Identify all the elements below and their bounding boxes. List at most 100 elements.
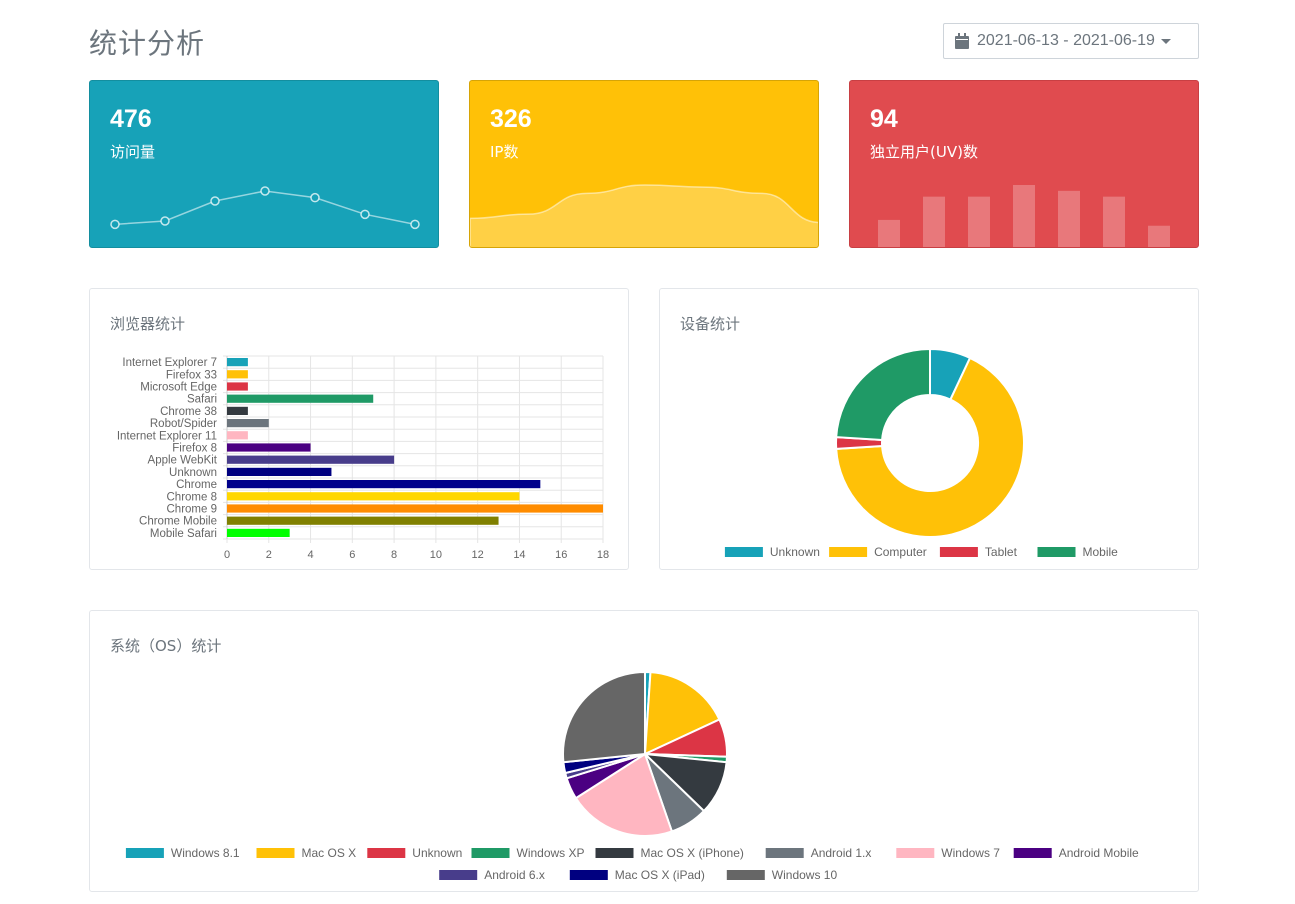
ip-area-chart [470,184,818,247]
category-label: Firefox 33 [166,369,217,381]
calendar-icon [955,33,969,49]
visits-card: 476 访问量 [89,80,439,248]
uv-bar [1013,185,1035,247]
device-stats-panel: 设备统计 Unknown Computer Tablet Mobile [659,288,1199,570]
os-legend-swatch[interactable] [595,848,634,858]
browser-bar[interactable] [227,394,374,403]
os-slice[interactable] [574,752,674,837]
device-legend-label[interactable]: Mobile [1083,545,1119,559]
os-legend-label[interactable]: Android Mobile [1059,846,1139,860]
os-slice[interactable] [643,671,721,756]
browser-bar[interactable] [227,467,332,476]
x-tick-label: 18 [597,549,609,561]
device-legend-label[interactable]: Tablet [985,545,1018,559]
category-label: Internet Explorer 7 [122,357,217,369]
chevron-down-icon [1160,38,1171,44]
os-pie-chart: Windows 8.1 Mac OS X Unknown Windows XP Mac … [125,670,1139,882]
browser-bar[interactable] [227,480,541,489]
uv-bar [878,219,900,247]
ip-count: 326 [490,105,532,133]
os-legend-label[interactable]: Windows 8.1 [171,846,240,860]
browser-bar[interactable] [227,443,311,452]
os-legend-label[interactable]: Mac OS X (iPhone) [641,846,744,860]
uv-bar [1103,196,1125,247]
device-legend-swatch[interactable] [724,547,763,557]
x-tick-label: 16 [555,549,567,561]
category-label: Microsoft Edge [140,382,217,394]
uv-bar [968,196,990,247]
browser-bar[interactable] [227,455,395,464]
category-label: Unknown [169,467,217,479]
device-legend-swatch[interactable] [939,547,978,557]
visits-sparkline-point [110,219,120,230]
browser-bar[interactable] [227,431,248,440]
os-legend-label[interactable]: Mac OS X (iPad) [615,868,705,882]
category-label: Chrome 9 [167,504,218,516]
device-legend-swatch[interactable] [1037,547,1076,557]
browser-bar[interactable] [227,358,248,367]
browser-bar[interactable] [227,516,499,525]
os-legend-label[interactable]: Android 1.x [811,846,872,860]
x-tick-label: 4 [307,549,313,561]
ip-area [470,184,818,247]
uv-bar-chart [878,185,1170,247]
x-tick-label: 0 [224,549,230,561]
device-slice[interactable] [835,347,931,442]
x-tick-label: 8 [391,549,397,561]
category-label: Robot/Spider [150,418,217,430]
uv-bar [1058,190,1080,247]
os-legend-label[interactable]: Windows 7 [941,846,1000,860]
x-tick-label: 14 [513,549,525,561]
browser-bar[interactable] [227,528,290,537]
category-label: Chrome [176,479,217,491]
os-legend-swatch[interactable] [1013,848,1052,858]
os-legend-swatch[interactable] [726,870,765,880]
date-range-label: 2021-06-13 - 2021-06-19 [977,32,1155,49]
os-legend-label[interactable]: Mac OS X [302,846,357,860]
os-legend-label[interactable]: Windows 10 [772,868,838,882]
uv-count: 94 [870,105,898,133]
browser-bar[interactable] [227,504,603,513]
category-label: Chrome 8 [167,491,218,503]
uv-bar [923,196,945,247]
x-tick-label: 10 [430,549,442,561]
visits-count: 476 [110,105,152,133]
os-legend-label[interactable]: Android 6.x [484,868,545,882]
visits-sparkline-line [114,190,416,226]
browser-stats-panel: 浏览器统计 0 2 4 6 8 10 12 14 16 18 Internet Explorer 7… [89,288,629,570]
os-legend-label[interactable]: Windows XP [517,846,585,860]
x-tick-label: 12 [472,549,484,561]
os-legend-swatch[interactable] [256,848,295,858]
page-title: 统计分析 [89,27,206,60]
category-label: Safari [187,394,217,406]
browser-bar[interactable] [227,370,248,379]
os-legend-swatch[interactable] [569,870,608,880]
os-legend-swatch[interactable] [439,870,478,880]
os-legend-swatch[interactable] [896,848,935,858]
visits-sparkline-point [310,192,320,203]
browser-panel-title: 浏览器统计 [110,315,186,333]
uv-label: 独立用户(UV)数 [870,143,978,161]
device-legend-label[interactable]: Computer [874,545,927,559]
browser-bar[interactable] [227,419,269,428]
browser-bar[interactable] [227,492,520,501]
os-legend-swatch[interactable] [125,848,164,858]
os-legend-label[interactable]: Unknown [412,846,462,860]
device-panel-title: 设备统计 [680,315,741,333]
os-legend-swatch[interactable] [765,848,804,858]
date-range-picker[interactable]: 2021-06-13 - 2021-06-19 [943,23,1199,59]
device-legend-swatch[interactable] [829,547,868,557]
os-legend-swatch[interactable] [367,848,406,858]
device-donut-chart: Unknown Computer Tablet Mobile [724,347,1119,559]
device-legend-label[interactable]: Unknown [770,545,820,559]
os-slice[interactable] [562,670,646,764]
os-legend-swatch[interactable] [471,848,510,858]
visits-label: 访问量 [110,143,156,161]
os-stats-panel: 系统（OS）统计 Windows 8.1 Mac OS X Unknown Windo… [89,610,1199,892]
device-slice[interactable] [835,356,1025,538]
browser-bar[interactable] [227,406,248,415]
browser-bar[interactable] [227,382,248,391]
visits-sparkline-point [260,186,270,196]
x-tick-label: 6 [349,549,355,561]
